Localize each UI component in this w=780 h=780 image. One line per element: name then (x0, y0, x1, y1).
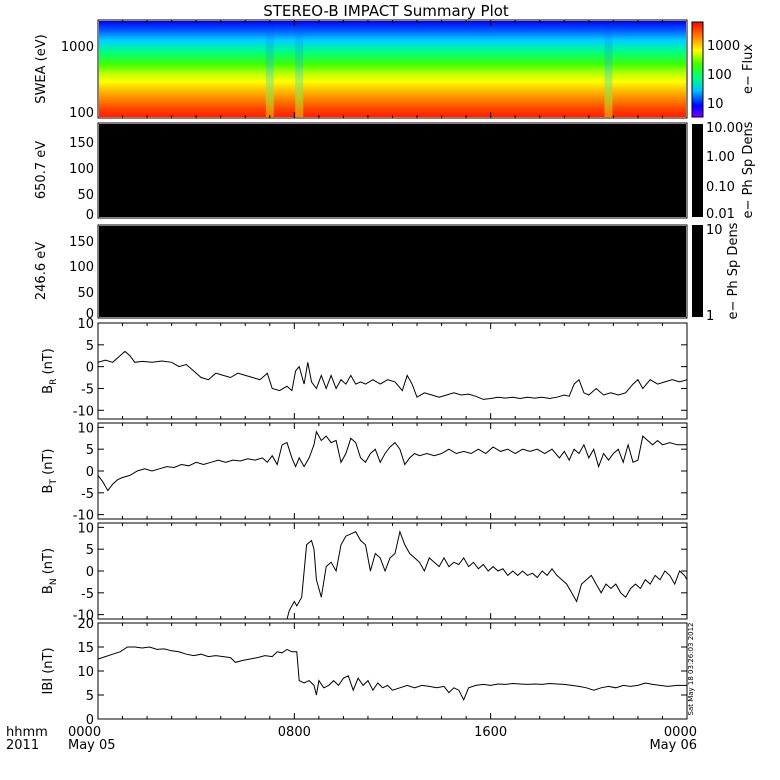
bmag-ylabel: IBI (nT) (41, 647, 56, 694)
magnetic-field-panels: 10 5 0 -5 -10 BR (nT) 10 5 0 -5 -10 BT (nT) 10 5 0 -5 -1… (41, 317, 688, 728)
bt-ytick-label: -10 (73, 509, 94, 524)
pad246-cbar-tick-1: 1 (706, 309, 714, 324)
bn-ytick-label: 5 (86, 543, 94, 558)
swea-cbar-label: e− Flux (741, 44, 756, 94)
bt-frame (97, 422, 688, 520)
xaxis-label-year: 2011 (6, 738, 39, 753)
pad246-frame (97, 224, 688, 319)
bn-ytick-label: -5 (81, 587, 94, 602)
swea-dip-band (265, 21, 274, 117)
swea-ylabel: SWEA (eV) (34, 34, 49, 103)
br-ytick-label: 10 (77, 317, 94, 332)
swea-cbar-tick-1000: 1000 (707, 39, 740, 54)
pad246-cbar-label: e− Ph Sp Dens (726, 222, 741, 319)
bt-ytick-label: 10 (77, 421, 94, 436)
bmag-ytick-label: 20 (77, 617, 94, 632)
br-ytick-label: -10 (73, 404, 94, 419)
br-ylabel: BR (nT) (41, 348, 59, 394)
xtick-time-label: 0000 (68, 725, 101, 740)
swea-colorbar: 1000 100 10 e− Flux (691, 21, 756, 118)
br-frame (97, 322, 688, 420)
bmag-frame (97, 622, 688, 720)
pad650-ytick-150: 150 (69, 136, 94, 151)
bmag-ytick-label: 5 (86, 689, 94, 704)
swea-cbar-tick-10: 10 (707, 97, 724, 112)
br-panel: 10 5 0 -5 -10 BR (nT) (41, 317, 688, 420)
pad650-colorbar: 10.00 1.00 0.10 0.01 e− Ph Sp Dens (692, 121, 756, 222)
bt-trace (98, 430, 687, 492)
br-ytick-label: 0 (86, 361, 94, 376)
swea-dip-band (604, 21, 613, 117)
pad650-cbar-tick-1: 1.00 (706, 150, 735, 165)
bt-ylabel: BT (nT) (41, 449, 59, 494)
pad650-ytick-100: 100 (69, 162, 94, 177)
bmag-ytick-label: 15 (77, 641, 94, 656)
bmag-ytick-label: 0 (86, 713, 94, 728)
pad650-cbar-tick-01: 0.10 (706, 180, 735, 195)
xtick-time-label: 0800 (278, 725, 311, 740)
pad650-frame (97, 122, 688, 219)
bn-ylabel: BN (nT) (41, 548, 59, 594)
pad246-ytick-50: 50 (77, 286, 94, 301)
pad246-cbar-tick-10: 10 (706, 223, 723, 238)
swea-cbar-tick-100: 100 (707, 68, 732, 83)
pad650-cbar-tick-10: 10.00 (706, 121, 743, 136)
pad246-ytick-100: 100 (69, 260, 94, 275)
xtick-time-label: 0000 (664, 725, 697, 740)
pad650-ytick-0: 0 (86, 208, 94, 223)
swea-spectrogram (99, 21, 686, 117)
bt-ytick-label: 5 (86, 443, 94, 458)
bn-panel: 10 5 0 -5 -10 BN (nT) (41, 521, 688, 624)
bmag-trace (98, 646, 687, 701)
figure-title: STEREO-B IMPACT Summary Plot (263, 2, 509, 20)
pad650-ytick-50: 50 (77, 188, 94, 203)
bn-trace (286, 529, 687, 619)
xtick-date-label: May 06 (649, 738, 697, 753)
swea-panel: SWEA (eV) 1000 100 (34, 19, 688, 121)
pad650-panel: 650.7 eV 150 100 50 0 (34, 122, 688, 223)
swea-ytick-1000: 1000 (61, 40, 94, 55)
xtick-date-label: May 05 (68, 738, 116, 753)
pad246-ytick-150: 150 (69, 235, 94, 250)
pad246-ytick-0: 0 (86, 307, 94, 322)
generation-stamp: Sat May 18 03:26:03 2012 (687, 622, 695, 715)
swea-dips (265, 21, 613, 117)
swea-dip-band (295, 21, 304, 117)
pad246-colorbar: 10 1 e− Ph Sp Dens (692, 222, 741, 324)
pad246-ylabel: 246.6 eV (34, 242, 49, 300)
bt-panel: 10 5 0 -5 -10 BT (nT) (41, 421, 688, 524)
br-ytick-label: 5 (86, 339, 94, 354)
pad650-colorbar-bar (692, 124, 703, 217)
pad650-cbar-tick-001: 0.01 (706, 207, 735, 222)
bmag-panel: 20 15 10 5 0 IBI (nT) (41, 617, 688, 728)
xtick-time-label: 1600 (474, 725, 507, 740)
pad246-plot (99, 226, 686, 317)
pad246-panel: 246.6 eV 150 100 50 0 (34, 224, 688, 322)
bn-frame (97, 522, 688, 620)
xaxis-label-hhmm: hhmm (6, 725, 48, 740)
bmag-ytick-label: 10 (77, 665, 94, 680)
br-trace (98, 350, 687, 400)
pad246-colorbar-bar (692, 225, 703, 317)
pad650-ylabel: 650.7 eV (34, 141, 49, 199)
swea-colorbar-bar (691, 21, 704, 118)
pad650-cbar-label: e− Ph Sp Dens (741, 121, 756, 218)
bn-ytick-label: 0 (86, 565, 94, 580)
bt-ytick-label: 0 (86, 465, 94, 480)
bt-ytick-label: -5 (81, 487, 94, 502)
swea-ytick-100: 100 (69, 106, 94, 121)
pad650-plot (99, 124, 686, 217)
swea-tickmarks (97, 20, 688, 118)
bn-ytick-label: 10 (77, 521, 94, 536)
bn-ytick-label: -10 (73, 609, 94, 624)
br-ytick-label: -5 (81, 382, 94, 397)
